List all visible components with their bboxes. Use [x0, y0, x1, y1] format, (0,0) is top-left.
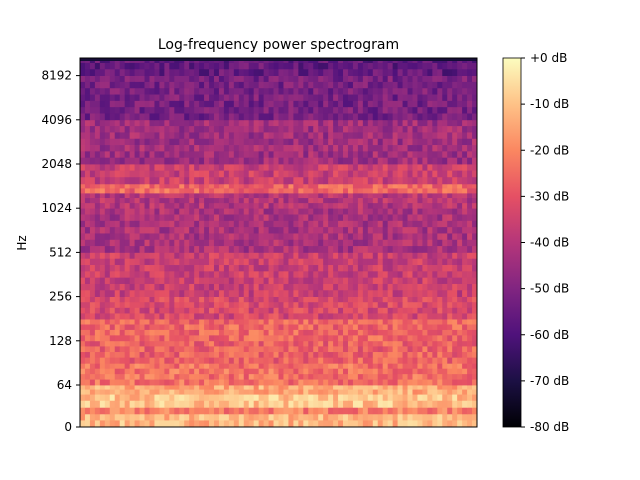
colorbar-tick-label: -80 dB	[530, 420, 569, 434]
spectrogram-band	[80, 183, 477, 194]
spectrogram-band	[80, 208, 477, 253]
spectrogram-band	[80, 413, 477, 427]
y-tick-label: 256	[49, 290, 72, 304]
chart-title: Log-frequency power spectrogram	[158, 37, 399, 53]
colorbar-tick-label: -10 dB	[530, 97, 569, 111]
y-tick-label: 2048	[41, 157, 72, 171]
spectrogram-band	[80, 385, 477, 395]
y-tick-label: 128	[49, 334, 72, 348]
spectrogram-band	[80, 394, 477, 408]
colorbar-tick-label: -40 dB	[530, 236, 569, 250]
plot-frame	[79, 57, 478, 428]
y-tick-label: 1024	[41, 201, 72, 215]
colorbar-tick-label: -30 dB	[530, 189, 569, 203]
spectrogram-band	[80, 119, 477, 165]
spectrogram-band	[80, 319, 477, 342]
spectrogram-band	[80, 252, 477, 297]
colorbar-ticks: +0 dB -10 dB -20 dB -30 dB -40 dB -50 dB -60 d…	[521, 51, 569, 434]
spectrogram-band	[80, 164, 477, 185]
y-tick-label: 512	[49, 245, 72, 259]
spectrogram-band	[80, 75, 477, 121]
y-tick-label: 0	[64, 420, 72, 434]
plot-area	[80, 58, 477, 427]
spectrogram-band	[80, 363, 477, 386]
spectrogram-band	[80, 296, 477, 320]
colorbar-tick-label: -20 dB	[530, 143, 569, 157]
colorbar-tick-label: -50 dB	[530, 282, 569, 296]
y-tick-label: 8192	[41, 69, 72, 83]
colorbar-tick-label: +0 dB	[530, 51, 567, 65]
y-tick-label: 4096	[41, 113, 72, 127]
y-tick-label: 64	[57, 378, 72, 392]
colorbar-tick-label: -60 dB	[530, 328, 569, 342]
spectrogram-band	[80, 192, 477, 209]
spectrogram-band	[80, 407, 477, 415]
y-axis-label: Hz	[15, 235, 29, 250]
colorbar-tick-label: -70 dB	[530, 374, 569, 388]
colorbar	[502, 57, 522, 428]
top-edge-band	[80, 58, 477, 61]
spectrogram-band	[80, 340, 477, 364]
y-axis-ticks: 0 64 128 256 512 1024 2048 4096 8192	[41, 69, 80, 434]
